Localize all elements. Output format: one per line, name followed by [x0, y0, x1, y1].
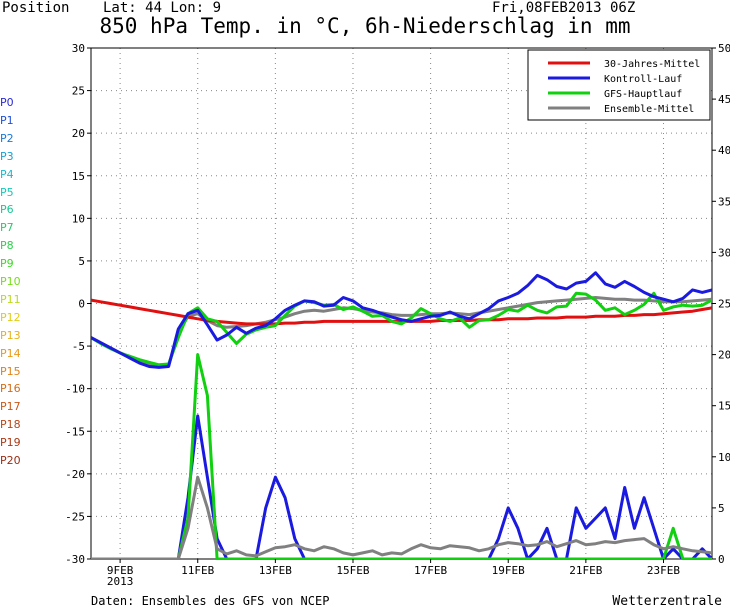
y-tick-label-left: -15	[65, 425, 85, 438]
y-tick-label-right: 25	[718, 298, 730, 311]
x-tick-label: 17FEB	[414, 564, 447, 577]
member-label: P11	[0, 292, 21, 306]
member-label: P19	[0, 436, 21, 450]
legend-label: Ensemble-Mittel	[604, 104, 694, 115]
x-tick-label: 9FEB	[107, 564, 134, 577]
member-label: P0	[0, 96, 14, 109]
member-label: P2	[0, 131, 14, 145]
member-label: P4	[0, 167, 14, 181]
x-tick-label: 11FEB	[181, 564, 214, 577]
precip-series-line	[91, 414, 712, 559]
y-tick-label-left: 10	[72, 212, 85, 225]
temperature-series-line	[91, 271, 712, 369]
legend-label: GFS-Hauptlauf	[604, 89, 682, 100]
brand-label: Wetterzentrale	[612, 594, 722, 609]
y-tick-label-right: 0	[718, 553, 725, 566]
precip-series-line	[91, 475, 712, 559]
member-label: P17	[0, 400, 21, 414]
legend-label: 30-Jahres-Mittel	[604, 59, 700, 70]
y-tick-label-left: 5	[78, 255, 85, 268]
member-label: P13	[0, 328, 21, 342]
member-label: P8	[0, 239, 14, 253]
y-tick-label-right: 40	[718, 144, 730, 157]
member-label: P16	[0, 382, 21, 396]
y-tick-label-left: 20	[72, 127, 85, 140]
y-tick-label-right: 10	[718, 451, 730, 464]
member-label: P18	[0, 418, 21, 432]
precip-series-line	[91, 353, 712, 559]
position-label: Position	[2, 0, 70, 16]
temperature-series-line	[91, 296, 712, 368]
temperature-series-line	[91, 298, 712, 326]
y-tick-label-right: 50	[718, 42, 730, 55]
chart-title: 850 hPa Temp. in °C, 6h-Niederschlag in …	[99, 14, 631, 38]
x-tick-label: 21FEB	[569, 564, 602, 577]
member-label: P12	[0, 310, 21, 324]
run-datetime: Fri,08FEB2013 06Z	[492, 0, 636, 16]
member-label: P7	[0, 221, 14, 235]
member-label: P1	[0, 113, 14, 127]
member-label: P5	[0, 185, 14, 199]
y-tick-label-left: 25	[72, 85, 85, 98]
y-tick-label-left: -10	[65, 383, 85, 396]
y-tick-label-left: -30	[65, 553, 85, 566]
data-source: Daten: Ensembles des GFS von NCEP	[91, 594, 330, 608]
y-tick-label-right: 15	[718, 400, 730, 413]
member-label: P9	[0, 257, 14, 271]
member-label: P20	[0, 454, 21, 467]
y-tick-label-right: 35	[718, 195, 730, 208]
y-tick-label-left: -5	[72, 340, 85, 353]
x-tick-label: 13FEB	[259, 564, 292, 577]
y-tick-label-right: 45	[718, 93, 730, 106]
y-tick-label-left: -25	[65, 510, 85, 523]
member-label: P6	[0, 203, 14, 217]
y-tick-label-right: 20	[718, 349, 730, 362]
y-tick-label-right: 30	[718, 246, 730, 259]
y-tick-label-left: 15	[72, 170, 85, 183]
member-label: P15	[0, 364, 21, 378]
temperature-series-line	[91, 291, 712, 367]
y-tick-label-left: 30	[72, 42, 85, 55]
x-tick-sublabel: 2013	[107, 575, 134, 588]
x-tick-label: 15FEB	[336, 564, 369, 577]
x-tick-label: 19FEB	[492, 564, 525, 577]
legend-label: Kontroll-Lauf	[604, 74, 682, 85]
y-tick-label-right: 5	[718, 502, 725, 515]
member-label: P10	[0, 275, 21, 288]
member-label: P3	[0, 149, 14, 163]
member-label: P14	[0, 346, 21, 360]
y-tick-label-left: 0	[78, 298, 85, 311]
y-tick-label-left: -20	[65, 468, 85, 481]
x-tick-label: 23FEB	[647, 564, 680, 577]
coordinates: Lat: 44 Lon: 9	[103, 0, 222, 16]
